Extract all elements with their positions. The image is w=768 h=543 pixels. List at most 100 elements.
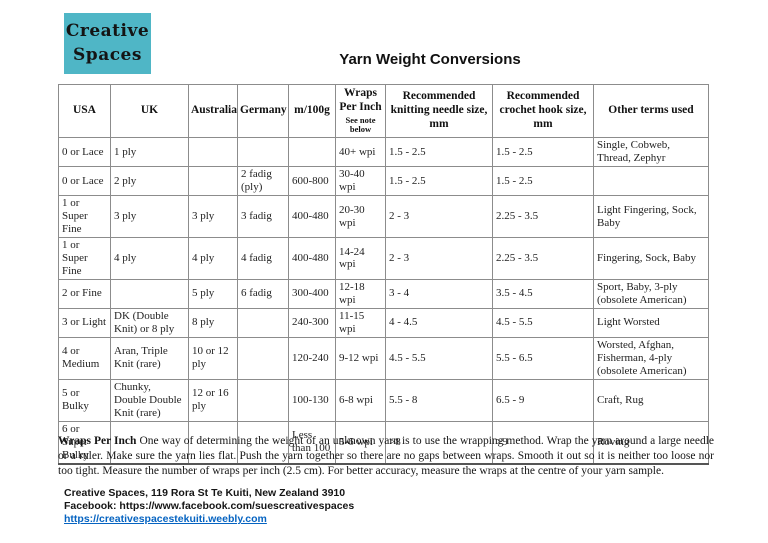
- header-usa: USA: [58, 83, 111, 139]
- table-cell: 2.25 - 3.5: [492, 237, 594, 280]
- table-cell: 400-480: [288, 237, 336, 280]
- table-cell: 3.5 - 4.5: [492, 278, 594, 309]
- table-cell: >8: [385, 420, 493, 465]
- table-cell: 3 ply: [110, 195, 189, 239]
- table-cell: [237, 378, 289, 422]
- header-uk: UK: [110, 83, 189, 139]
- note-lead: Wraps Per Inch: [58, 435, 137, 447]
- table-cell: >9: [492, 420, 594, 465]
- header-crochet-hook: Recommended crochet hook size, mm: [492, 83, 594, 139]
- table-cell: 300-400: [288, 278, 336, 309]
- table-cell: [237, 420, 289, 465]
- table-cell: Fingering, Sock, Baby: [593, 237, 709, 280]
- note-body: One way of determining the weight of an …: [58, 435, 715, 477]
- header-m-100g: m/100g: [288, 83, 336, 139]
- table-cell: 5 ply: [188, 278, 238, 309]
- table-cell: 4 or Medium: [58, 336, 111, 380]
- table-row: 3 or Light DK (Double Knit) or 8 ply 8 ply…: [58, 307, 709, 338]
- table-cell: 600-800: [288, 166, 336, 197]
- table-cell: 2 ply: [110, 166, 189, 197]
- table-cell: 4 fadig: [237, 237, 289, 280]
- contact-block: Creative Spaces, 119 Rora St Te Kuiti, N…: [64, 487, 354, 526]
- table-cell: 1 or Super Fine: [58, 237, 111, 280]
- table-cell: 5.5 - 6.5: [492, 336, 594, 380]
- table-cell: [188, 420, 238, 465]
- table-cell: 6 fadig: [237, 278, 289, 309]
- table-cell: 1.5 - 2.5: [385, 166, 493, 197]
- table-cell: 0 or Lace: [58, 166, 111, 197]
- table-cell: 2 - 3: [385, 195, 493, 239]
- table-cell: 40+ wpi: [335, 137, 386, 168]
- header-wraps-label: Wraps Per Inch: [339, 87, 382, 113]
- table-cell: Light Worsted: [593, 307, 709, 338]
- table-cell: 5.5 - 8: [385, 378, 493, 422]
- table-cell: 1 or Super Fine: [58, 195, 111, 239]
- table-cell: 12-18 wpi: [335, 278, 386, 309]
- table-cell: Aran, Triple Knit (rare): [110, 336, 189, 380]
- header-germany: Germany: [237, 83, 289, 139]
- header-row: USA UK Australia Germany m/100g Wraps Pe…: [58, 83, 709, 139]
- table-cell: 1 ply: [110, 137, 189, 168]
- table-cell: [288, 137, 336, 168]
- table-cell: DK (Double Knit) or 8 ply: [110, 307, 189, 338]
- table-cell: 3 ply: [188, 195, 238, 239]
- table-cell: 1.5 - 2.5: [492, 166, 594, 197]
- table-cell: 400-480: [288, 195, 336, 239]
- logo-line-2: Spaces: [73, 44, 142, 65]
- table-cell: 100-130: [288, 378, 336, 422]
- table-cell: [237, 137, 289, 168]
- table-row: 2 or Fine 5 ply 6 fadig 300-400 12-18 wpi 3 -…: [58, 278, 709, 309]
- table-row: 6 or Super Bulky Less than 100 5-6 wpi >8 >9…: [58, 420, 709, 465]
- creative-spaces-logo: Creative Spaces: [64, 13, 151, 74]
- table-cell: 240-300: [288, 307, 336, 338]
- table-cell: Worsted, Afghan, Fisherman, 4-ply (obsol…: [593, 336, 709, 380]
- header-knitting-needle: Recommended knitting needle size, mm: [385, 83, 493, 139]
- address-line: Creative Spaces, 119 Rora St Te Kuiti, N…: [64, 487, 346, 499]
- table-cell: 8 ply: [188, 307, 238, 338]
- facebook-line: Facebook: https://www.facebook.com/suesc…: [64, 500, 355, 513]
- table-row: 1 or Super Fine 3 ply 3 ply 3 fadig 400-480 2…: [58, 195, 709, 239]
- table-cell: 4 ply: [188, 237, 238, 280]
- table-cell: 6 or Super Bulky: [58, 420, 111, 465]
- table-cell: 3 - 4: [385, 278, 493, 309]
- header-australia: Australia: [188, 83, 238, 139]
- table-cell: 3 fadig: [237, 195, 289, 239]
- table-cell: 30-40 wpi: [335, 166, 386, 197]
- logo-line-1: Creative: [65, 20, 150, 41]
- yarn-weight-table: USA UK Australia Germany m/100g Wraps Pe…: [58, 83, 709, 465]
- table-cell: 120-240: [288, 336, 336, 380]
- website-link[interactable]: https://creativespacestekuiti.weebly.com: [64, 513, 267, 526]
- table-cell: [188, 137, 238, 168]
- table-cell: 10 or 12 ply: [188, 336, 238, 380]
- table-cell: 6.5 - 9: [492, 378, 594, 422]
- wraps-per-inch-note: Wraps Per Inch One way of determining th…: [58, 434, 714, 479]
- table-row: 0 or Lace 2 ply 2 fadig (ply) 600-800 30-40 …: [58, 166, 709, 197]
- table-cell: [593, 166, 709, 197]
- table-cell: 4.5 - 5.5: [492, 307, 594, 338]
- table-cell: 3 or Light: [58, 307, 111, 338]
- table-cell: 20-30 wpi: [335, 195, 386, 239]
- table-cell: 11-15 wpi: [335, 307, 386, 338]
- table-cell: 6-8 wpi: [335, 378, 386, 422]
- table-cell: Single, Cobweb, Thread, Zephyr: [593, 137, 709, 168]
- table-cell: [110, 420, 189, 465]
- table-cell: 1.5 - 2.5: [385, 137, 493, 168]
- header-wraps-note: See note below: [345, 114, 376, 135]
- table-row: 4 or Medium Aran, Triple Knit (rare) 10 or…: [58, 336, 709, 380]
- table-cell: 2 - 3: [385, 237, 493, 280]
- table-row: 1 or Super Fine 4 ply 4 ply 4 fadig 400-480 1…: [58, 237, 709, 280]
- table-cell: 1.5 - 2.5: [492, 137, 594, 168]
- header-wraps-per-inch: Wraps Per Inch See note below: [335, 83, 386, 139]
- table-cell: Sport, Baby, 3-ply (obsolete American): [593, 278, 709, 309]
- table-cell: 0 or Lace: [58, 137, 111, 168]
- table-cell: Light Fingering, Sock, Baby: [593, 195, 709, 239]
- table-cell: 2.25 - 3.5: [492, 195, 594, 239]
- table-cell: 2 fadig (ply): [237, 166, 289, 197]
- table-cell: 2 or Fine: [58, 278, 111, 309]
- page-title: Yarn Weight Conversions: [339, 51, 521, 68]
- table-cell: 4 ply: [110, 237, 189, 280]
- table-cell: 4.5 - 5.5: [385, 336, 493, 380]
- table-cell: 5 or Bulky: [58, 378, 111, 422]
- header-other-terms: Other terms used: [593, 83, 709, 139]
- table-cell: [237, 307, 289, 338]
